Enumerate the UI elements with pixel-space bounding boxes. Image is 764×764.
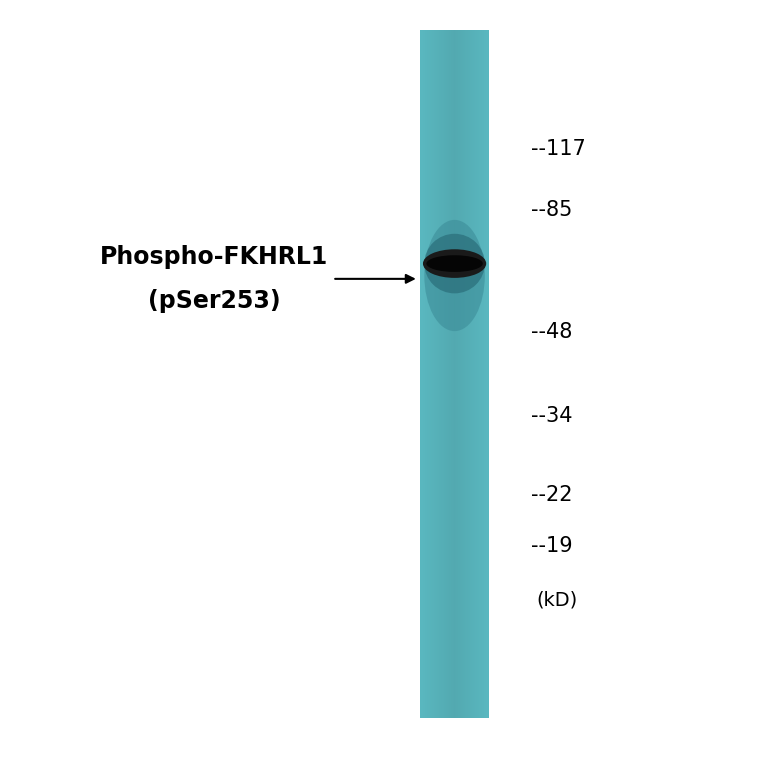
Text: (kD): (kD) (536, 591, 578, 609)
Ellipse shape (423, 249, 486, 278)
Text: --48: --48 (531, 322, 572, 342)
Text: --117: --117 (531, 139, 586, 159)
Text: --85: --85 (531, 200, 572, 220)
Ellipse shape (424, 234, 485, 293)
Text: (pSer253): (pSer253) (147, 289, 280, 313)
Ellipse shape (426, 255, 483, 272)
Text: --34: --34 (531, 406, 572, 426)
Ellipse shape (424, 220, 485, 331)
Text: --22: --22 (531, 485, 572, 505)
Text: Phospho-FKHRL1: Phospho-FKHRL1 (100, 244, 328, 269)
Text: --19: --19 (531, 536, 572, 556)
